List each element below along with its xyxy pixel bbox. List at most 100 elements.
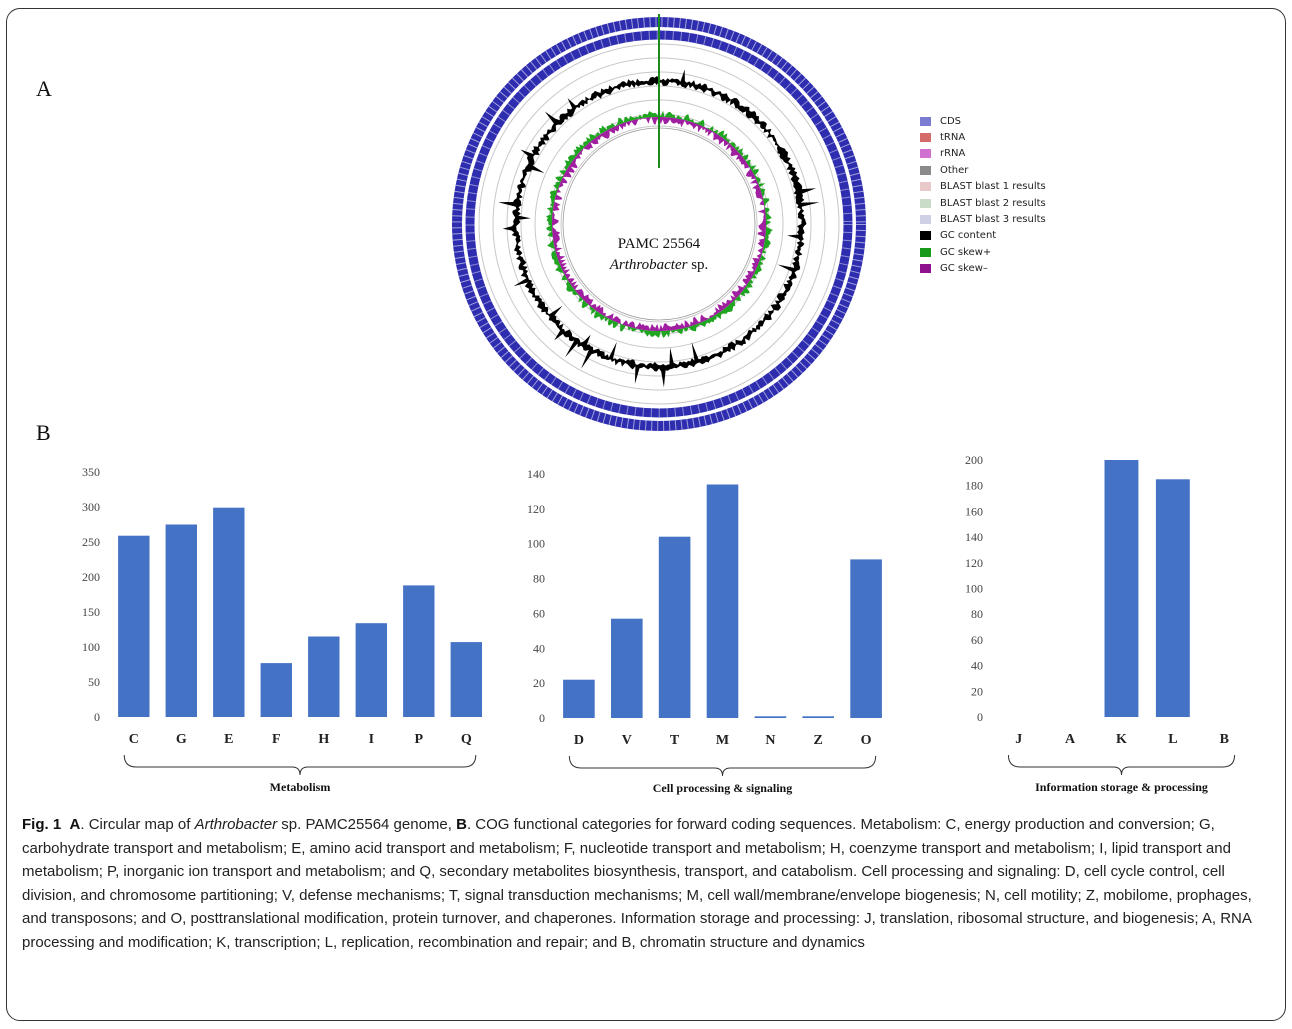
category-label: K [1116,732,1127,747]
y-tick-label: 80 [533,572,545,586]
legend-swatch [920,264,931,274]
caption-panel-a: A [69,816,81,833]
y-tick-label: 50 [88,675,100,689]
category-label: H [318,732,329,747]
category-label: J [1015,732,1022,747]
y-tick-label: 120 [527,502,545,516]
y-tick-label: 0 [977,710,983,724]
legend-swatch [920,116,931,126]
circular-genome-map: PAMC 25564 Arthrobacter sp. [452,14,866,431]
y-tick-label: 350 [82,465,100,479]
legend-label: GC content [940,230,997,242]
category-label: C [129,732,139,747]
legend-swatch [920,133,931,143]
bar-P [403,585,435,717]
y-tick-label: 0 [94,710,100,724]
legend-label: rRNA [940,148,966,160]
legend-item: rRNA [920,146,1046,162]
legend-item: GC skew– [920,261,1046,277]
bar-Z [802,716,834,718]
bar-chart-metabolism: 0 50 100 150 200 250 300 350 C G E F H I P Q Metabolism [60,440,500,800]
bar-M [706,484,739,718]
legend-swatch [920,231,931,241]
bar-F [260,663,292,717]
legend-swatch [920,165,931,175]
bar-V [611,618,643,718]
bar-O [850,559,882,718]
caption-organism: Arthrobacter [194,816,278,833]
category-label: Q [461,732,472,747]
y-tick-label: 20 [971,684,983,698]
legend-label: BLAST blast 2 results [940,197,1046,209]
legend-item: GC skew+ [920,244,1046,260]
bar-H [308,636,340,717]
y-tick-label: 20 [533,676,545,690]
legend-swatch [920,247,931,257]
bar-E [213,507,245,717]
legend-label: Other [940,164,969,176]
legend-label: CDS [940,115,962,127]
legend-swatch [920,182,931,192]
legend-item: BLAST blast 3 results [920,211,1046,227]
figure-frame [6,8,1286,1021]
legend-item: CDS [920,113,1046,129]
bar-C [118,535,150,717]
legend-label: BLAST blast 1 results [940,181,1046,193]
bar-I [355,623,387,717]
y-tick-label: 140 [527,467,545,481]
legend-item: GC content [920,228,1046,244]
legend-item: Other [920,162,1046,178]
cds-forward-gaps [452,17,866,431]
legend-item: BLAST blast 1 results [920,179,1046,195]
cds-reverse-gaps [465,30,853,418]
y-tick-label: 120 [965,556,983,570]
legend-label: BLAST blast 3 results [940,214,1046,226]
category-label: F [272,732,281,747]
legend-label: GC skew+ [940,246,992,258]
y-tick-label: 200 [965,453,983,467]
group-brace [1007,754,1236,776]
group-brace [568,755,877,777]
bar-L [1155,479,1190,717]
category-label: V [622,733,632,748]
caption-figure-number: Fig. 1 [22,816,62,833]
category-label: I [369,732,374,747]
y-tick-label: 180 [965,479,983,493]
y-tick-label: 60 [533,606,545,620]
y-tick-label: 300 [82,500,100,514]
legend-swatch [920,215,931,225]
bar-N [754,716,787,718]
group-label: Information storage & processing [1035,780,1208,794]
category-label: Z [814,733,823,748]
panel-a-label: A [36,76,52,101]
caption-text-3: . COG functional categories for forward … [22,816,1252,951]
category-label: G [176,732,187,747]
y-tick-label: 250 [82,535,100,549]
bar-G [165,524,197,717]
y-tick-label: 100 [527,537,545,551]
legend-label: GC skew– [940,263,988,275]
y-tick-label: 140 [965,530,983,544]
caption-text-2: sp. PAMC25564 genome, [277,816,457,833]
category-label: P [415,732,424,747]
map-legend: CDS tRNA rRNA Other BLAST blast 1 results BLA… [920,113,1046,277]
y-tick-label: 0 [539,711,545,725]
y-tick-label: 100 [82,640,100,654]
y-tick-label: 80 [971,607,983,621]
category-label: A [1065,732,1076,747]
y-tick-label: 200 [82,570,100,584]
caption-panel-b: B [456,816,467,833]
bar-Q [450,642,482,717]
category-label: D [574,733,584,748]
category-label: M [716,733,729,748]
category-label: B [1220,732,1229,747]
legend-item: BLAST blast 2 results [920,195,1046,211]
y-tick-label: 60 [971,633,983,647]
legend-label: tRNA [940,132,966,144]
group-label: Metabolism [270,780,331,794]
category-label: O [861,733,872,748]
group-label: Cell processing & signaling [653,781,792,795]
y-tick-label: 160 [965,504,983,518]
y-tick-label: 100 [965,582,983,596]
map-center-subtitle: Arthrobacter sp. [609,257,709,273]
